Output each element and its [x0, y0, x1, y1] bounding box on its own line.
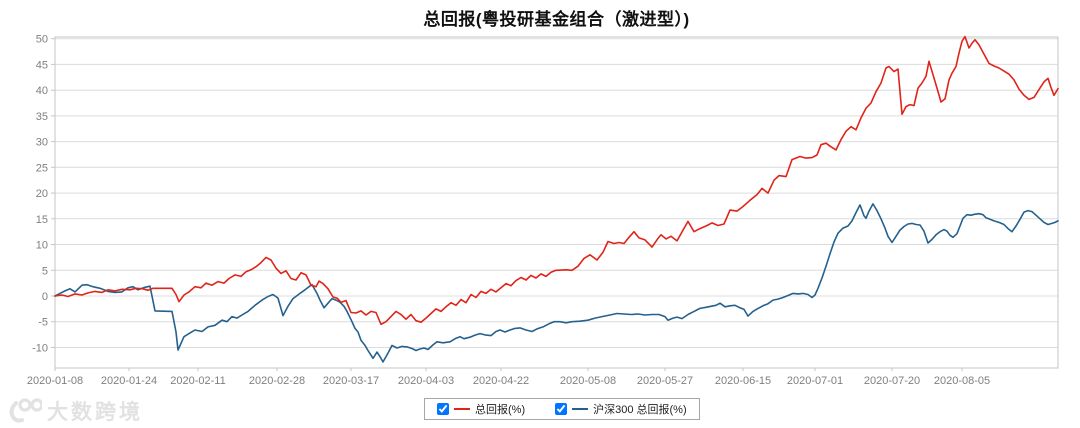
watermark: 大数跨境: [6, 396, 143, 426]
y-tick-label: 0: [42, 291, 48, 303]
chart-title: 总回报(粤投研基金组合（激进型）): [423, 10, 690, 29]
chart-legend: 总回报(%) 沪深300 总回报(%): [424, 398, 700, 420]
x-tick-label: 2020-02-28: [249, 375, 305, 387]
x-tick-label: 2020-04-22: [473, 375, 529, 387]
gridlines: [55, 38, 1058, 348]
watermark-text: 大数跨境: [47, 401, 143, 424]
y-tick-label: 50: [36, 34, 48, 46]
legend-item-total-return[interactable]: 总回报(%): [437, 401, 525, 417]
x-tick-label: 2020-01-08: [27, 375, 83, 387]
y-tick-label: 5: [42, 265, 48, 277]
legend-line-swatch-blue: [572, 408, 589, 410]
x-tick-label: 2020-07-20: [864, 375, 920, 387]
x-tick-label: 2020-03-17: [323, 375, 379, 387]
legend-checkbox-total-return[interactable]: [437, 403, 449, 415]
legend-label-total-return: 总回报(%): [475, 404, 526, 416]
plot-frame: [54, 36, 1059, 369]
legend-line-swatch-red: [454, 408, 470, 410]
y-tick-label: 10: [36, 240, 48, 252]
x-tick-label: 2020-08-05: [934, 375, 990, 387]
y-tick-label: -10: [32, 343, 48, 355]
y-tick-label: 15: [36, 214, 48, 226]
legend-checkbox-csi300[interactable]: [555, 403, 568, 415]
series-line-total-return: [54, 35, 1059, 326]
y-tick-label: 25: [36, 162, 48, 174]
series-line-csi300: [54, 203, 1059, 363]
x-tick-label: 2020-06-15: [715, 375, 771, 387]
y-tick-label: 30: [36, 137, 48, 149]
x-tick-label: 2020-04-03: [398, 375, 454, 387]
x-tick-label: 2020-05-27: [637, 375, 693, 387]
y-tick-label: 20: [36, 188, 48, 200]
y-tick-label: 45: [36, 59, 48, 71]
y-axis: -10 -5 0 5 10 15 20 25 30 35 40 45 50: [32, 34, 55, 355]
legend-item-csi300[interactable]: 沪深300 总回报(%): [555, 401, 687, 417]
x-tick-label: 2020-05-08: [560, 375, 616, 387]
legend-label-csi300: 沪深300 总回报(%): [593, 404, 687, 416]
y-tick-label: 40: [36, 85, 48, 97]
x-tick-label: 2020-01-24: [101, 375, 157, 387]
x-axis: 2020-01-08 2020-01-24 2020-02-11 2020-02-28…: [27, 368, 990, 387]
x-tick-label: 2020-02-11: [170, 375, 225, 387]
x-tick-label: 2020-07-01: [787, 375, 843, 387]
watermark-100-logo: [9, 398, 42, 423]
y-tick-label: 35: [36, 111, 48, 123]
y-tick-label: -5: [38, 317, 48, 329]
